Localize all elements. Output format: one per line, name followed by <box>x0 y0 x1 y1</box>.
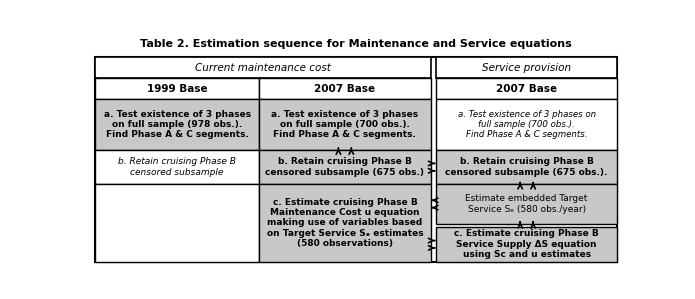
Bar <box>95 57 617 262</box>
Bar <box>436 57 617 78</box>
Bar <box>95 99 259 150</box>
Text: a. Test existence of 3 phases
on full sample (700 obs.).
Find Phase A & C segmen: a. Test existence of 3 phases on full sa… <box>271 110 418 139</box>
Bar <box>436 78 617 99</box>
Text: c. Estimate cruising Phase B
Service Supply ΔS equation
using Sc and u estimates: c. Estimate cruising Phase B Service Sup… <box>455 229 599 259</box>
Text: c. Estimate cruising Phase B
Maintenance Cost u equation
making use of variables: c. Estimate cruising Phase B Maintenance… <box>267 198 423 248</box>
Bar <box>95 184 259 262</box>
Bar <box>95 57 430 78</box>
Text: a. Test existence of 3 phases on
full sample (700 obs.).
Find Phase A & C segmen: a. Test existence of 3 phases on full sa… <box>457 110 596 139</box>
Text: 1999 Base: 1999 Base <box>147 84 207 94</box>
Bar <box>259 184 430 262</box>
Bar <box>95 150 259 184</box>
Text: Service provision: Service provision <box>482 62 571 73</box>
Text: b. Retain cruising Phase B
censored subsample (675 obs.).: b. Retain cruising Phase B censored subs… <box>445 157 608 177</box>
Bar <box>95 78 259 99</box>
Bar <box>436 184 617 224</box>
Bar <box>436 150 617 184</box>
Bar <box>436 227 617 262</box>
Text: b. Retain cruising Phase B
censored subsample: b. Retain cruising Phase B censored subs… <box>118 157 236 177</box>
Text: Table 2. Estimation sequence for Maintenance and Service equations: Table 2. Estimation sequence for Mainten… <box>140 39 572 49</box>
Bar <box>259 78 430 99</box>
Bar <box>436 99 617 150</box>
Text: Estimate embedded Target
Service Sₑ (580 obs./year): Estimate embedded Target Service Sₑ (580… <box>466 194 588 214</box>
Text: a. Test existence of 3 phases
on full sample (978 obs.).
Find Phase A & C segmen: a. Test existence of 3 phases on full sa… <box>104 110 251 139</box>
Text: Current maintenance cost: Current maintenance cost <box>195 62 331 73</box>
Text: b. Retain cruising Phase B
censored subsample (675 obs.): b. Retain cruising Phase B censored subs… <box>265 157 425 177</box>
Text: 2007 Base: 2007 Base <box>314 84 375 94</box>
Text: 2007 Base: 2007 Base <box>496 84 557 94</box>
Bar <box>259 99 430 150</box>
Bar <box>259 150 430 184</box>
